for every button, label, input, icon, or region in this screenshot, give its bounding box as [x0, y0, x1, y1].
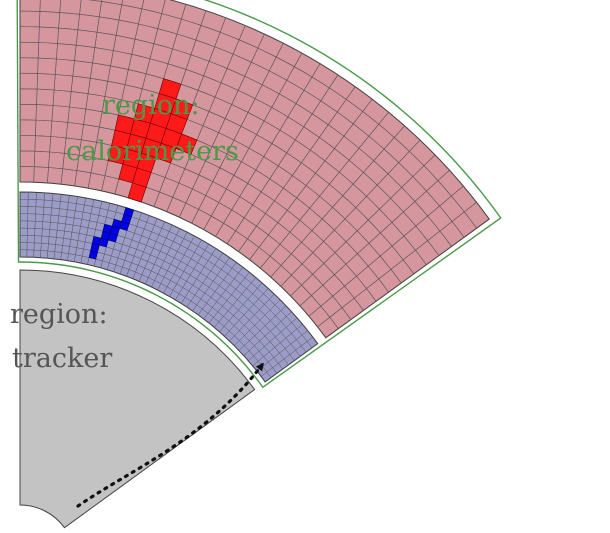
hcal-cell [88, 0, 103, 2]
ecal-hit-cell [123, 207, 135, 218]
ecal-hit-cell [102, 223, 113, 234]
tracker-region-label: region: [10, 299, 108, 330]
ecal-cell [19, 191, 29, 200]
ecal-hit-cell [91, 236, 102, 246]
calorimeter-outline [16, 0, 502, 389]
ecal-hit-cell [111, 218, 122, 229]
tracker-region [19, 269, 256, 529]
calorimeters-region-label: region: [102, 90, 200, 121]
hcal-cell [19, 0, 41, 12]
calorimeters-region-label-name: calorimeters [66, 136, 239, 167]
tracker-region-label-name: tracker [12, 343, 112, 374]
hcal-hit-cell [114, 114, 135, 135]
particle-track-arrow [76, 362, 264, 508]
hcal-hit-cell [158, 78, 182, 100]
hcal-hit-cell [134, 103, 156, 124]
